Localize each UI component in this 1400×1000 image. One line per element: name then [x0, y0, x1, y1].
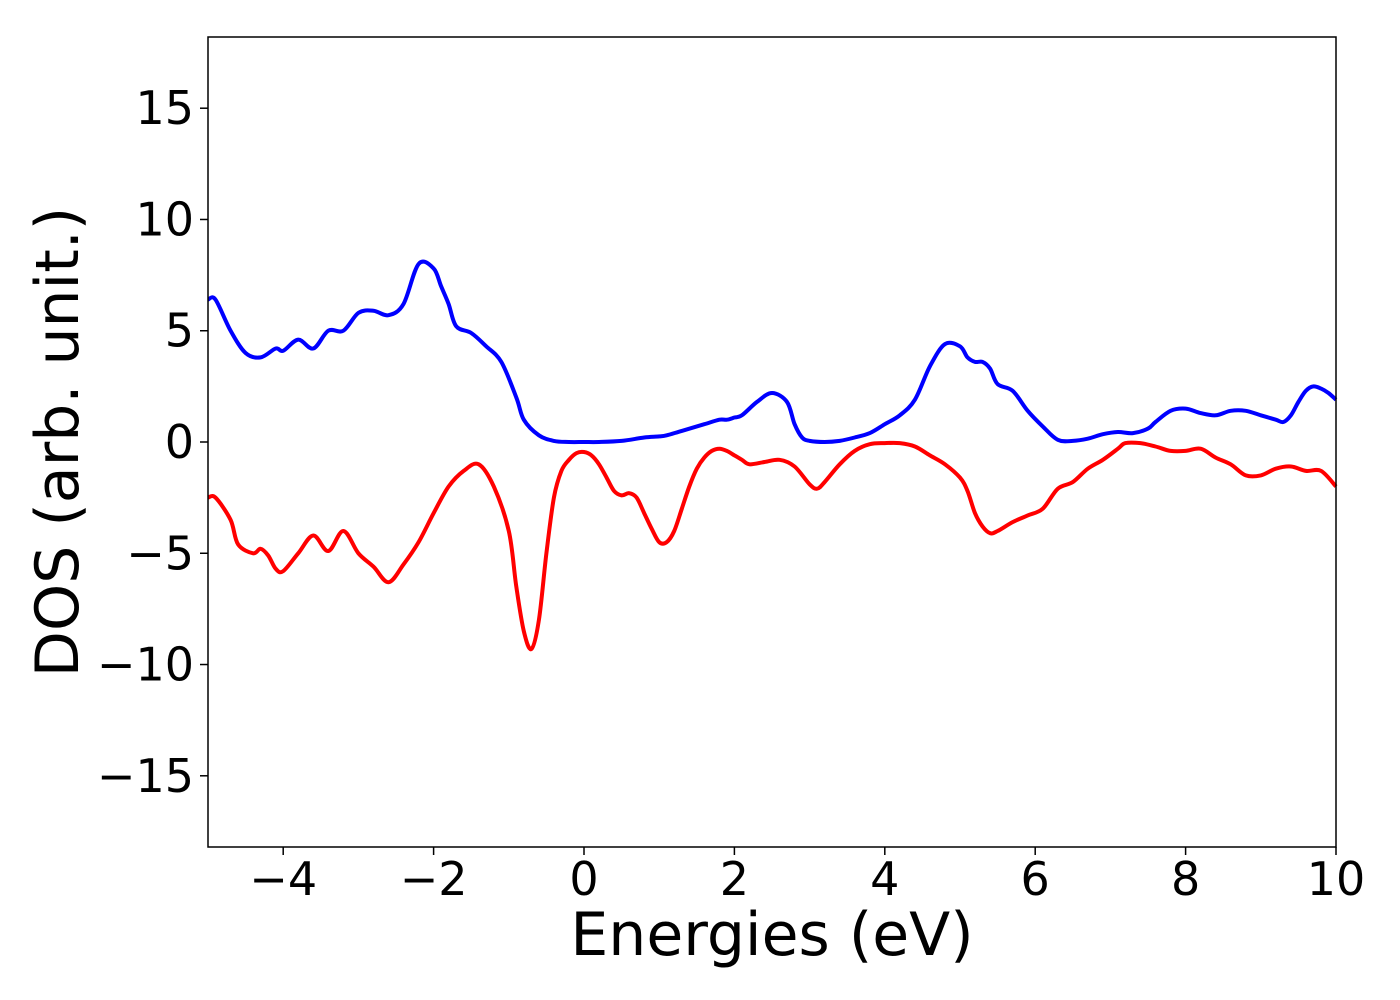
y-tick-label: −10 — [97, 638, 194, 692]
x-tick-label: 8 — [1171, 852, 1200, 906]
y-tick-label: 15 — [135, 81, 194, 135]
y-tick-label: 0 — [165, 415, 194, 469]
y-tick-label: 10 — [135, 192, 194, 246]
x-tick-label: 4 — [870, 852, 899, 906]
series-line-2 — [207, 440, 1338, 652]
y-tick-label: 5 — [165, 304, 194, 358]
x-tick-label: 10 — [1307, 852, 1366, 906]
x-tick-label: 0 — [569, 852, 598, 906]
x-axis-label: Energies (eV) — [570, 900, 973, 970]
x-tick-label: −2 — [400, 852, 468, 906]
tick-layer: −4 −2 0 2 4 6 8 10 15 10 5 0 −5 −10 −15 — [97, 81, 1365, 906]
x-tick-label: −4 — [249, 852, 317, 906]
plot-area — [208, 37, 1336, 847]
series-layer — [207, 259, 1338, 652]
series-line-1 — [207, 259, 1338, 445]
y-tick-label: −15 — [97, 749, 194, 803]
x-tick-label: 2 — [720, 852, 749, 906]
x-tick-label: 6 — [1021, 852, 1050, 906]
plot-frame — [207, 36, 1337, 848]
y-axis-label: DOS (arb. unit.) — [23, 207, 93, 677]
y-tick-label: −5 — [126, 526, 194, 580]
